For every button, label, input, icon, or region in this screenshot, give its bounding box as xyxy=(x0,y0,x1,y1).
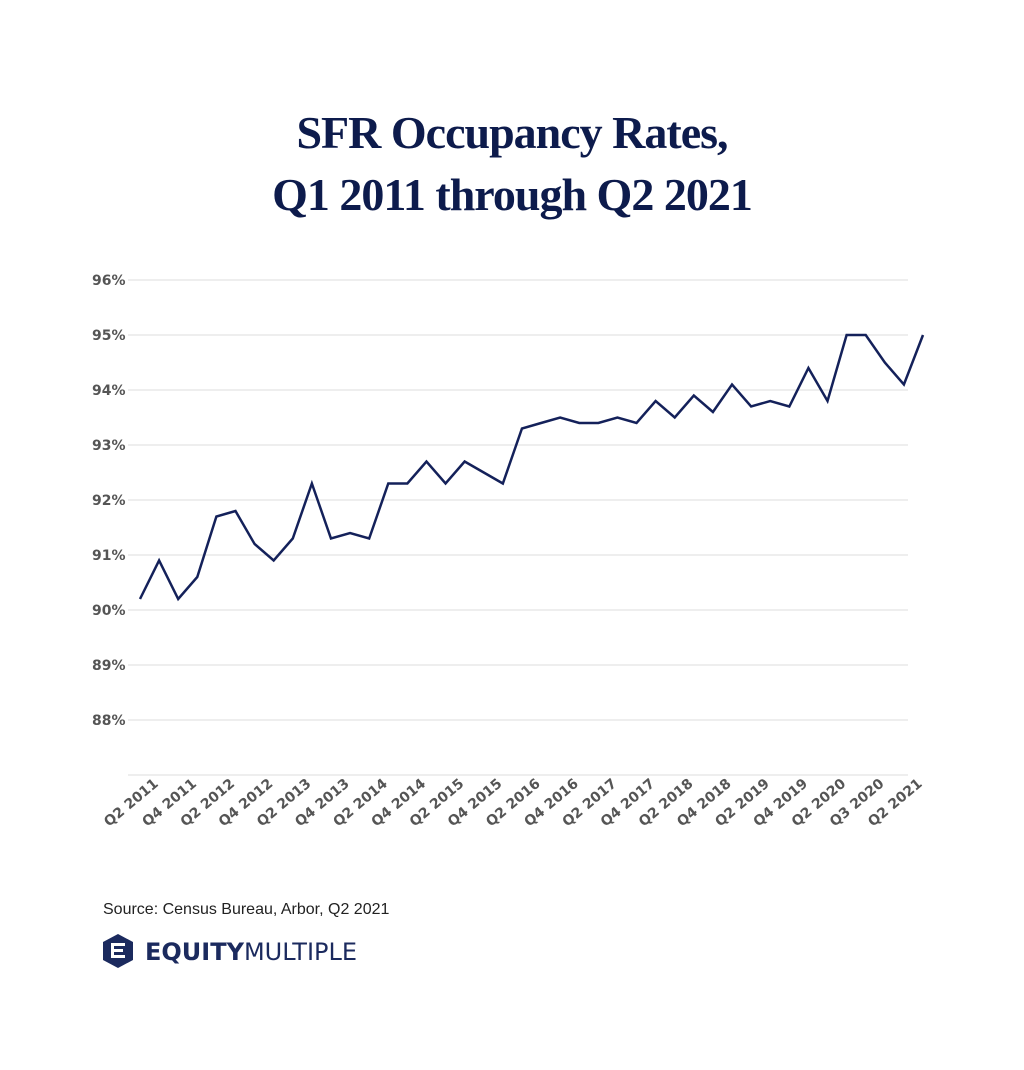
y-tick-label: 94% xyxy=(92,383,126,399)
y-tick-label: 88% xyxy=(92,713,126,729)
y-tick-label: 96% xyxy=(92,273,126,289)
logo-letter xyxy=(111,943,125,958)
chart-title: Q1 2011 through Q2 2021 xyxy=(272,169,752,220)
logo-light: MULTIPLE xyxy=(244,938,357,966)
y-tick-label: 95% xyxy=(92,328,126,344)
logo-text: EQUITYMULTIPLE xyxy=(145,938,357,966)
y-tick-label: 89% xyxy=(92,658,126,674)
data-line xyxy=(138,333,925,602)
logo-bold: EQUITY xyxy=(145,938,245,966)
chart-title: SFR Occupancy Rates, xyxy=(296,107,727,158)
y-tick-label: 93% xyxy=(92,438,126,454)
y-tick-label: 92% xyxy=(92,493,126,509)
y-tick-label: 90% xyxy=(92,603,126,619)
logo: EQUITYMULTIPLE xyxy=(103,934,357,968)
source-note: Source: Census Bureau, Arbor, Q2 2021 xyxy=(103,901,390,918)
y-tick-label: 91% xyxy=(92,548,126,564)
